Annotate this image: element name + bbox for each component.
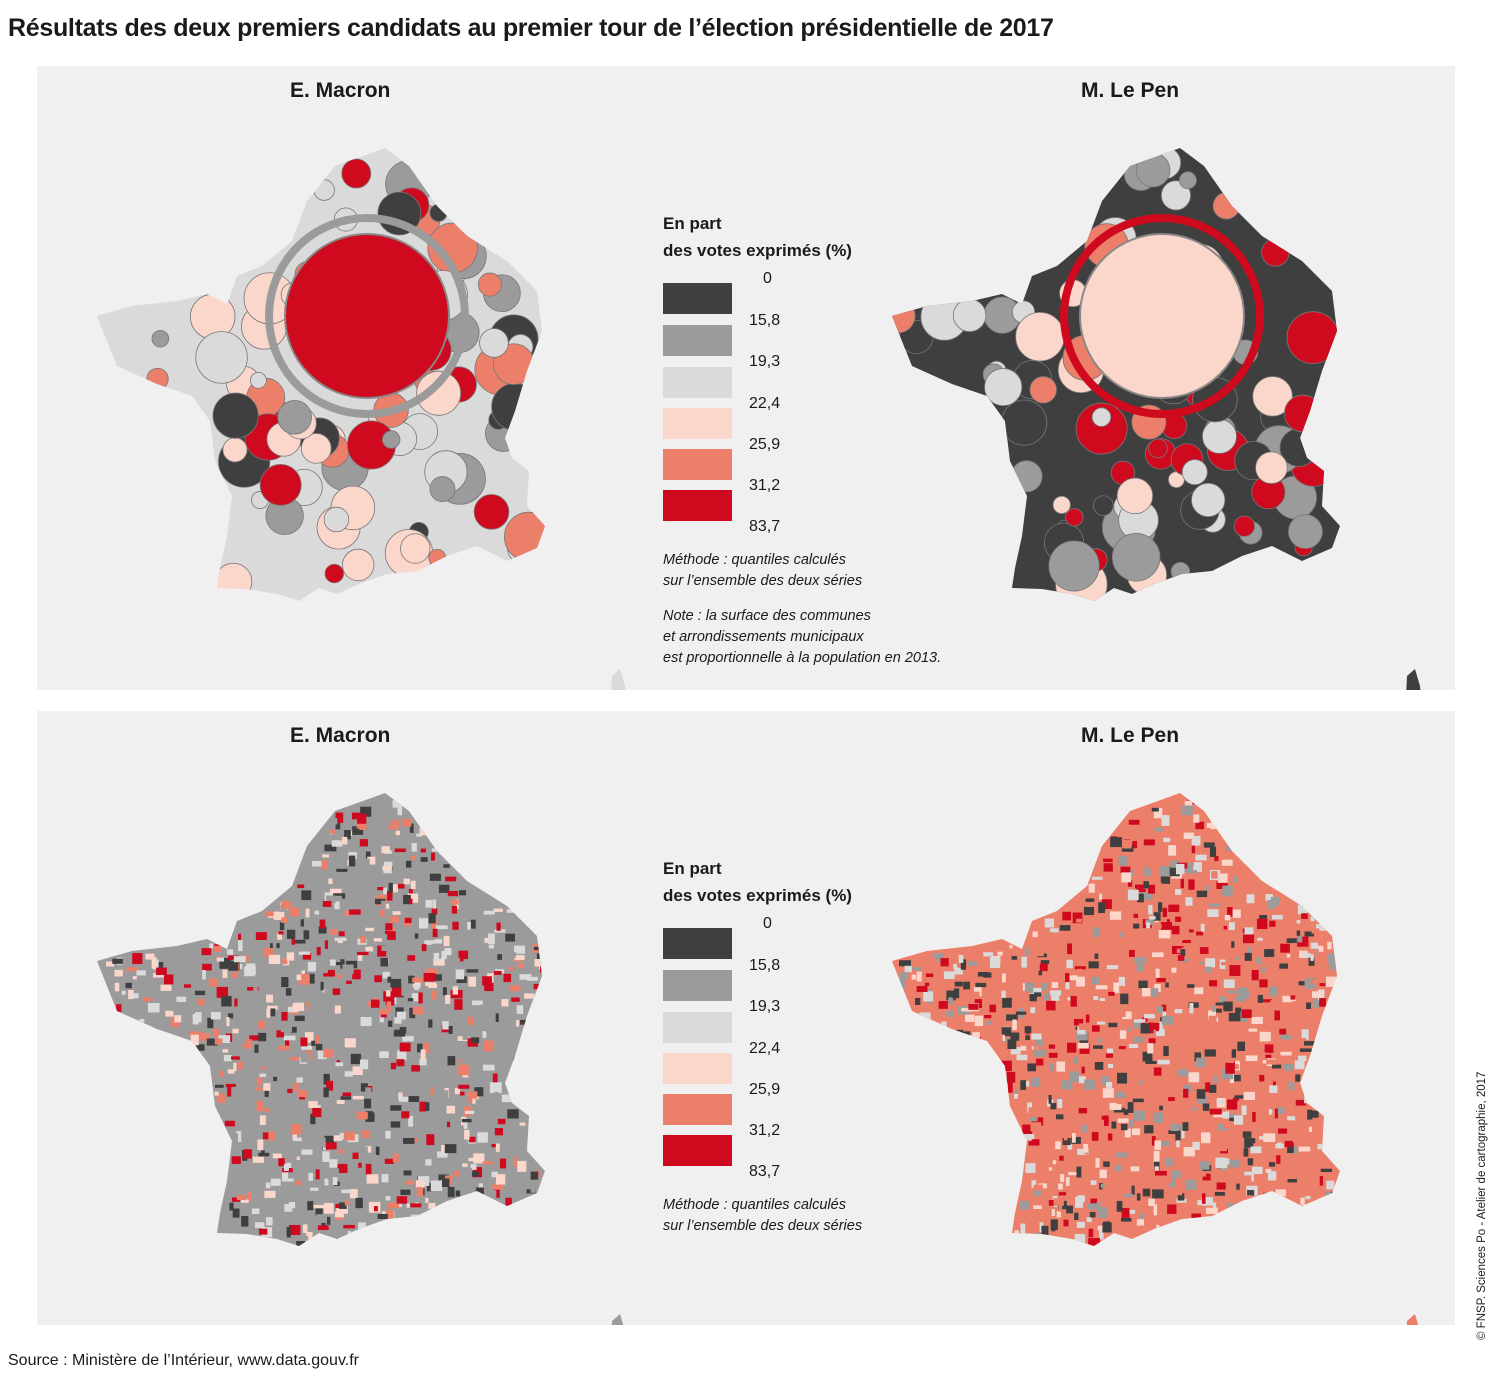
lepen-cartogram-label: M. Le Pen [1081,79,1180,102]
legend-bound-4: 25,9 [749,436,781,453]
legend-swatch-5 [663,449,732,480]
legend-note: Note : la surface des communes et arrond… [663,606,941,669]
legend-bound-2: 19,3 [749,353,781,370]
legend-method: Méthode : quantiles calculés sur l’ensem… [663,1195,862,1237]
choropleth-panel: E. Macron M. Le Pen En part des votes ex… [37,711,1455,1325]
legend-bound-5: 31,2 [749,1122,781,1139]
legend-bound-6: 83,7 [749,518,781,535]
legend-swatch-6 [663,1135,732,1166]
lepen-choropleth-label: M. Le Pen [1081,724,1180,747]
legend-swatch-6 [663,490,732,521]
cartogram-panel: E. Macron M. Le Pen En part des votes ex… [37,66,1455,690]
note-line-2: et arrondissements municipaux [663,629,864,645]
legend-swatch-4 [663,1053,732,1084]
note-line-1: Note : la surface des communes [663,608,871,624]
legend-bound-4: 25,9 [749,1081,781,1098]
source-note: Source : Ministère de l’Intérieur, www.d… [8,1352,359,1369]
method-line-1: Méthode : quantiles calculés [663,552,846,568]
legend-swatch-2 [663,970,732,1001]
method-line-2: sur l’ensemble des deux séries [663,573,863,589]
legend-bound-3: 22,4 [749,1040,781,1057]
legend-swatch-2 [663,325,732,356]
legend-title-line-2: des votes exprimés (%) [663,241,852,260]
copyright-credit: © FNSP. Sciences Po - Atelier de cartogr… [1476,1071,1488,1340]
legend-bound-0: 0 [763,270,772,287]
macron-choropleth-label: E. Macron [290,724,391,747]
legend-swatch-1 [663,283,732,314]
legend-title-line-2: des votes exprimés (%) [663,886,852,905]
method-line-2: sur l’ensemble des deux séries [663,1218,863,1234]
legend-title: En part des votes exprimés (%) [663,210,852,264]
legend-bound-3: 22,4 [749,395,781,412]
legend-bound-1: 15,8 [749,312,781,329]
legend-title-line-1: En part [663,214,722,233]
legend-title: En part des votes exprimés (%) [663,855,852,909]
lepen-cartogram-map [892,148,1422,690]
macron-choropleth-map [97,793,627,1325]
legend-method: Méthode : quantiles calculés sur l’ensem… [663,550,862,592]
legend-bound-5: 31,2 [749,477,781,494]
method-line-1: Méthode : quantiles calculés [663,1197,846,1213]
legend-bound-6: 83,7 [749,1163,781,1180]
figure-title: Résultats des deux premiers candidats au… [8,14,1054,42]
legend-bound-2: 19,3 [749,998,781,1015]
legend-bound-0: 0 [763,915,772,932]
lepen-cartogram-shape [892,148,1422,690]
legend-swatch-3 [663,1012,732,1043]
macron-cartogram-label: E. Macron [290,79,391,102]
note-line-3: est proportionnelle à la population en 2… [663,650,942,666]
legend-swatch-1 [663,928,732,959]
legend-swatch-5 [663,1094,732,1125]
lepen-choropleth-shape [892,793,1422,1325]
lepen-choropleth-map [892,793,1422,1325]
legend-bound-1: 15,8 [749,957,781,974]
legend-swatch-3 [663,367,732,398]
macron-cartogram-map [97,148,627,690]
legend-swatch-4 [663,408,732,439]
legend-title-line-1: En part [663,859,722,878]
